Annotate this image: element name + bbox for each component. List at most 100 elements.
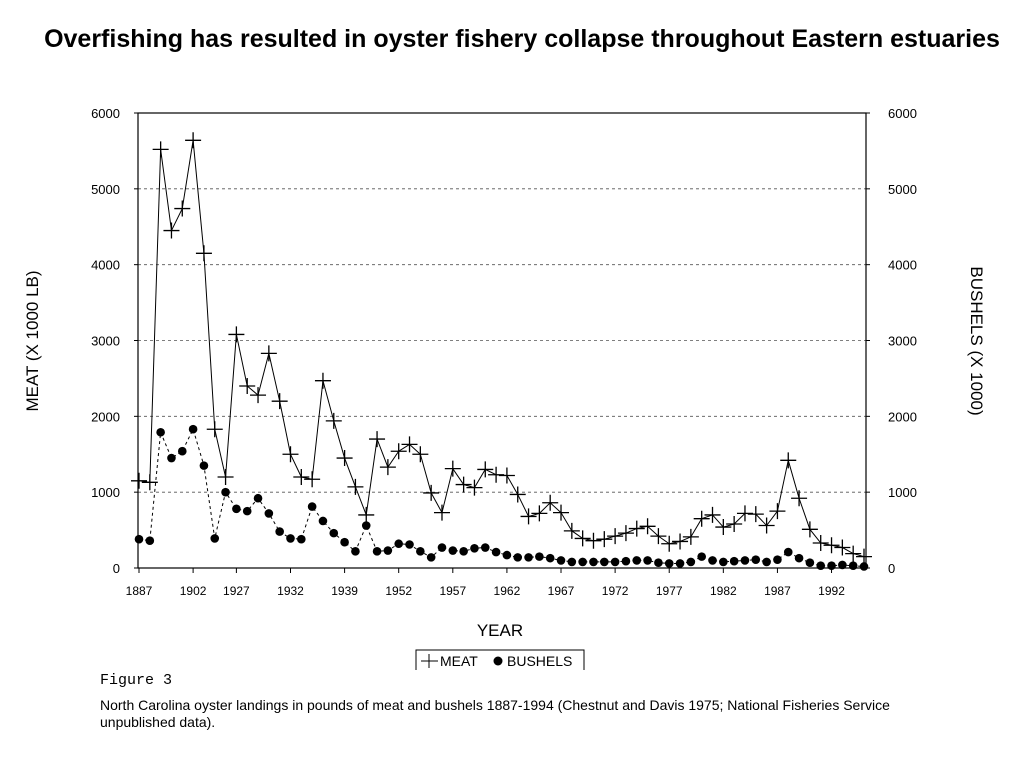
y-tick-label-left-2000: 2000 [91, 409, 120, 424]
bushels-point-1980 [708, 556, 717, 565]
x-tick-label-1972: 1972 [602, 584, 629, 598]
meat-point-1968 [574, 530, 591, 547]
meat-point-1932 [282, 446, 299, 463]
meat-point-1967 [563, 522, 580, 539]
bushels-point-1927 [232, 504, 241, 514]
bushels-point-1931 [275, 527, 284, 536]
bushels-point-1937 [329, 528, 339, 538]
meat-point-1986 [769, 503, 786, 520]
meat-point-1958 [466, 479, 483, 496]
bushels-point-1972 [621, 556, 631, 566]
meat-point-1985 [758, 517, 775, 534]
bushels-point-1968 [578, 557, 587, 567]
meat-series [131, 132, 872, 565]
y-tick-label-left-5000: 5000 [91, 182, 120, 197]
meat-point-1929 [250, 387, 267, 404]
meat-point-1988 [791, 490, 808, 507]
y-tick-label-left-1000: 1000 [91, 485, 120, 500]
meat-point-1937 [325, 412, 342, 429]
meat-point-1984 [747, 506, 764, 523]
meat-point-1951 [390, 443, 407, 460]
meat-point-1981 [715, 519, 732, 536]
y-axis-title-left: MEAT (X 1000 LB) [23, 270, 42, 411]
x-tick-label-1982: 1982 [710, 584, 737, 598]
bushels-point-1930 [264, 509, 274, 518]
x-tick-label-1932: 1932 [277, 584, 304, 598]
bushels-point-1967 [567, 557, 577, 567]
bushels-point-1974 [643, 556, 652, 565]
meat-point-1976 [661, 535, 678, 552]
bushels-point-1987 [783, 547, 793, 557]
bushels-point-1928 [242, 506, 252, 516]
legend: MEAT BUSHELS [415, 649, 585, 670]
bushels-point-1964 [535, 552, 544, 561]
bushels-point-1990 [816, 561, 826, 571]
meat-point-1935 [304, 471, 321, 488]
meat-point-1930 [260, 345, 277, 362]
bushels-point-1960 [491, 547, 501, 557]
y-tick-label-left-4000: 4000 [91, 258, 120, 273]
bushels-point-1963 [524, 553, 533, 562]
bushels-point-1978 [686, 557, 696, 567]
meat-point-1992 [834, 539, 851, 556]
bushels-point-1973 [632, 556, 642, 565]
figure-caption-block: Figure 3 North Carolina oyster landings … [100, 672, 900, 731]
bushels-point-1935 [307, 502, 317, 511]
y-tick-label-left-3000: 3000 [91, 334, 120, 349]
meat-point-1991 [823, 537, 840, 554]
bushels-point-1951 [394, 539, 404, 549]
meat-point-1993 [845, 545, 862, 562]
meat-point-1959 [477, 461, 494, 478]
bushels-line [138, 427, 865, 567]
figure-caption: North Carolina oyster landings in pounds… [100, 697, 890, 730]
bushels-point-1985 [762, 557, 771, 567]
y-tick-label-left-0: 0 [113, 561, 120, 576]
bushels-point-1992 [838, 560, 847, 570]
meat-point-1990 [812, 534, 829, 551]
oyster-landings-chart: 0 0 1000 1000 2000 2000 3000 3000 4000 4000 5000 50… [23, 106, 986, 670]
x-tick-label-1962: 1962 [494, 584, 521, 598]
bushels-point-1971 [610, 557, 620, 567]
meat-point-1891 [174, 200, 191, 217]
meat-point-1904 [206, 421, 223, 438]
meat-point-1977 [672, 533, 689, 550]
legend-bushels-marker [493, 656, 503, 666]
x-tick-label-1957: 1957 [439, 584, 466, 598]
y-tick-label-right-6000: 6000 [888, 106, 917, 121]
x-axis-title: YEAR [477, 621, 523, 640]
bushels-point-1986 [773, 555, 782, 564]
meat-point-1975 [650, 528, 667, 545]
bushels-point-1939 [351, 547, 360, 556]
bushels-point-1975 [654, 558, 663, 567]
bushels-point-1936 [318, 516, 328, 526]
axis-ticks: 0 0 1000 1000 2000 2000 3000 3000 4000 4000 5000 50… [91, 106, 917, 598]
bushels-point-1889 [156, 427, 165, 437]
meat-point-1953 [412, 446, 429, 463]
bushels-series [134, 424, 869, 571]
meat-point-1974 [639, 518, 656, 535]
bushels-point-1903 [199, 461, 209, 470]
bushels-point-1954 [426, 553, 436, 562]
bushels-point-1934 [297, 534, 306, 544]
bushels-point-1979 [697, 552, 706, 561]
meat-line [138, 140, 865, 558]
x-tick-label-1967: 1967 [548, 584, 575, 598]
bushels-point-1932 [286, 534, 295, 543]
meat-point-1965 [542, 494, 559, 511]
meat-point-1887 [131, 472, 147, 489]
meat-point-1954 [423, 484, 440, 501]
bushels-point-1981 [719, 557, 728, 567]
meat-point-1890 [163, 222, 180, 239]
bushels-point-1993 [848, 561, 858, 571]
meat-point-1966 [553, 504, 570, 521]
meat-point-1973 [628, 520, 645, 537]
meat-point-1888 [141, 474, 158, 491]
meat-point-1902 [185, 132, 202, 149]
meat-point-1983 [736, 505, 753, 522]
x-tick-label-1977: 1977 [656, 584, 683, 598]
bushels-point-1958 [470, 543, 479, 553]
legend-meat-label: MEAT [440, 653, 478, 669]
bushels-point-1910 [221, 487, 230, 497]
y-tick-label-left-6000: 6000 [91, 106, 120, 121]
meat-point-1989 [801, 521, 818, 538]
